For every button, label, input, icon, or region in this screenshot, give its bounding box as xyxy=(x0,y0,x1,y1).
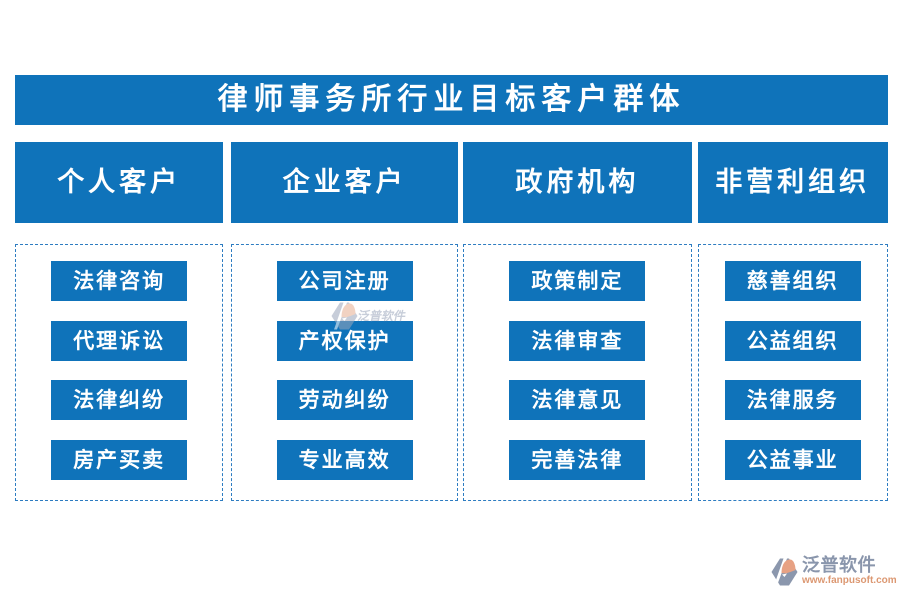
svg-text:泛普软件: 泛普软件 xyxy=(356,308,407,323)
